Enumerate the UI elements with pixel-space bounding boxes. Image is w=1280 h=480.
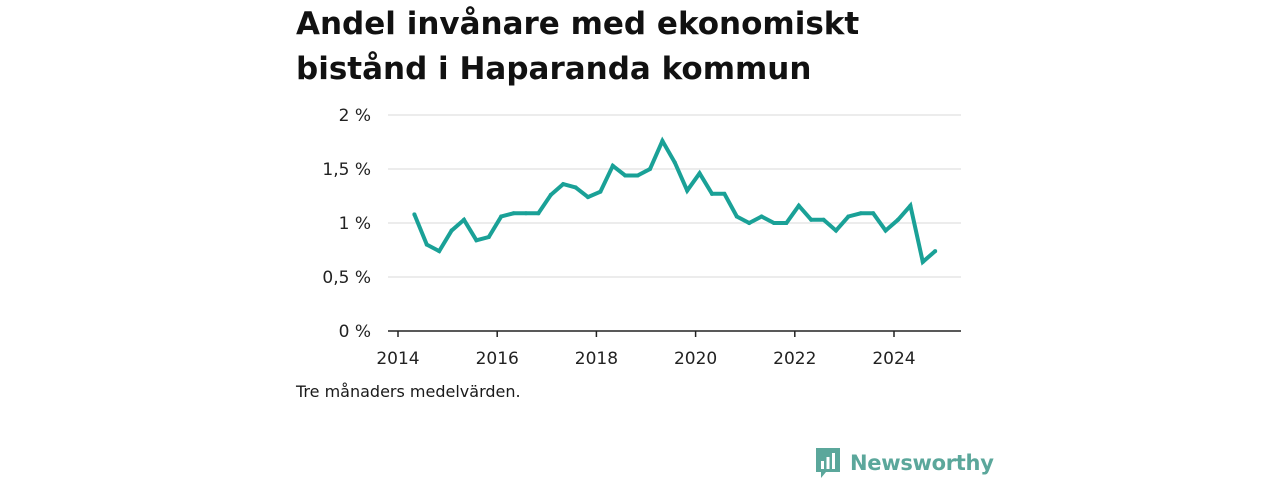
- data-point: [685, 188, 690, 193]
- data-point: [474, 238, 479, 243]
- data-point: [561, 182, 566, 187]
- newsworthy-logo: Newsworthy: [814, 446, 994, 480]
- data-point: [709, 191, 714, 196]
- chart-caption: Tre månaders medelvärden.: [296, 382, 521, 401]
- data-point: [871, 211, 876, 216]
- data-point: [846, 214, 851, 219]
- data-point: [895, 217, 900, 222]
- y-tick-label: 0 %: [339, 322, 371, 342]
- chart-title: Andel invånare med ekonomiskt bistånd i …: [296, 6, 860, 87]
- series-group: [412, 136, 938, 266]
- data-point: [461, 217, 466, 222]
- data-point: [747, 221, 752, 225]
- data-point: [883, 228, 888, 233]
- data-point: [585, 195, 590, 200]
- x-tick-label: 2024: [872, 349, 915, 369]
- data-point: [809, 217, 814, 222]
- data-point: [647, 167, 652, 171]
- grid-lines: [388, 114, 961, 278]
- x-tick-label: 2020: [674, 349, 717, 369]
- data-point: [933, 249, 938, 254]
- data-point: [511, 211, 516, 216]
- data-point: [449, 228, 454, 233]
- data-point: [623, 173, 628, 178]
- data-point: [486, 235, 491, 240]
- data-point: [722, 191, 727, 196]
- data-point: [598, 189, 603, 194]
- brand-name: Newsworthy: [850, 451, 994, 475]
- data-point: [734, 214, 739, 219]
- y-tick-label: 1 %: [339, 214, 371, 234]
- data-point: [412, 212, 417, 217]
- data-point: [771, 221, 776, 225]
- x-axis-ticks: 2014 2016 2018 2020 2022 2024: [376, 331, 916, 369]
- y-tick-label: 0,5 %: [322, 268, 371, 288]
- data-point: [424, 242, 429, 247]
- y-axis-ticks: 0 % 0,5 % 1 % 1,5 % 2 %: [322, 106, 371, 342]
- data-point: [759, 214, 764, 219]
- data-point: [523, 211, 528, 216]
- data-point: [784, 221, 789, 225]
- data-point: [858, 211, 863, 216]
- data-point: [672, 160, 677, 165]
- data-point: [573, 185, 578, 190]
- data-point: [437, 249, 442, 254]
- x-tick-label: 2018: [575, 349, 618, 369]
- newsworthy-logo-icon: [816, 448, 840, 478]
- data-point: [635, 173, 640, 178]
- data-point: [833, 228, 838, 233]
- data-point: [536, 211, 541, 216]
- y-tick-label: 2 %: [339, 106, 371, 126]
- data-point: [920, 259, 925, 264]
- data-point: [660, 138, 665, 143]
- data-point: [548, 192, 553, 197]
- x-tick-label: 2022: [773, 349, 816, 369]
- data-point: [499, 214, 504, 219]
- y-tick-label: 1,5 %: [322, 160, 371, 180]
- data-point: [796, 203, 801, 208]
- data-point: [821, 217, 826, 222]
- x-tick-label: 2016: [476, 349, 519, 369]
- x-tick-label: 2014: [376, 349, 419, 369]
- series-line: [412, 136, 937, 266]
- line-chart: 0 % 0,5 % 1 % 1,5 % 2 % 2014 2016 2018 2020 2022…: [322, 106, 961, 369]
- data-point: [908, 203, 913, 208]
- data-point: [697, 171, 702, 176]
- data-point: [610, 163, 615, 168]
